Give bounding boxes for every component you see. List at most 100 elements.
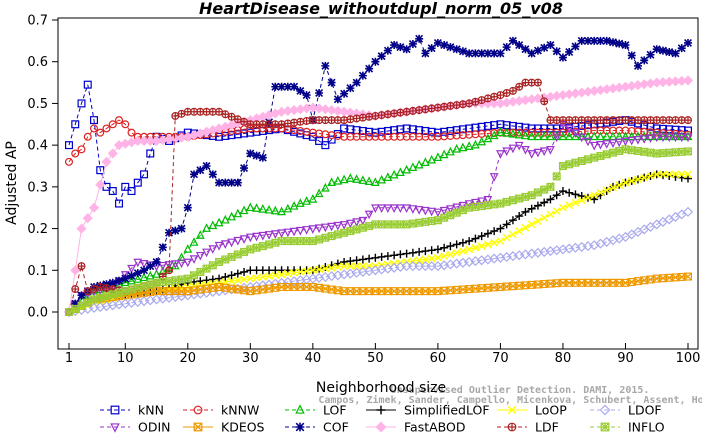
point-ldof — [682, 206, 694, 217]
point-simplifiedlof — [227, 271, 236, 280]
point-odin — [270, 230, 280, 239]
point-simplifiedlof — [202, 276, 211, 285]
point-cof — [233, 178, 242, 187]
legend-marker-loop — [507, 405, 517, 415]
point-loop — [233, 276, 242, 285]
point-ldf — [515, 82, 524, 91]
legend-item-cof: COF — [285, 420, 349, 435]
point-ldf — [71, 285, 80, 294]
legend-item-odin: ODIN — [100, 420, 171, 435]
point-odin — [396, 204, 405, 214]
point-odin — [596, 140, 605, 150]
point-knn — [315, 136, 324, 145]
point-lof — [571, 131, 580, 141]
point-cof — [458, 47, 467, 56]
series-odin — [64, 120, 693, 318]
point-loop — [277, 270, 286, 279]
point-loop — [646, 172, 655, 180]
point-simplifiedlof — [552, 191, 561, 200]
point-lof — [433, 152, 443, 161]
point-loop — [515, 227, 524, 235]
point-odin — [683, 133, 693, 143]
point-knn — [115, 199, 124, 208]
point-loop — [246, 274, 255, 283]
point-loop — [227, 277, 236, 286]
legend-marker-inflo — [600, 422, 610, 432]
legend-marker-ldof — [599, 404, 611, 416]
point-lof — [120, 277, 130, 287]
point-odin — [177, 259, 186, 269]
point-lof — [345, 173, 355, 182]
point-cof — [590, 36, 599, 45]
point-loop — [684, 170, 692, 179]
point-loop — [252, 273, 261, 282]
point-loop — [346, 262, 355, 271]
point-odin — [277, 229, 286, 239]
point-cof — [596, 36, 605, 45]
point-odin — [358, 216, 368, 226]
point-lof — [471, 139, 480, 149]
point-cof — [684, 38, 692, 47]
point-loop — [340, 262, 349, 271]
point-cof — [646, 50, 655, 59]
point-lof — [133, 274, 143, 283]
point-loop — [240, 275, 248, 284]
point-lof — [383, 172, 393, 181]
point-odin — [527, 150, 537, 159]
point-odin — [677, 133, 687, 143]
point-odin — [414, 206, 424, 215]
legend-item-ldf: LDF — [497, 420, 559, 435]
point-odin — [483, 196, 493, 205]
point-lof — [139, 272, 149, 282]
point-cof — [358, 71, 367, 80]
point-simplifiedlof — [527, 204, 536, 213]
point-cof — [396, 43, 405, 52]
point-lof — [439, 149, 449, 159]
point-simplifiedlof — [565, 188, 574, 197]
point-cof — [215, 178, 224, 187]
point-cof — [490, 49, 499, 58]
point-loop — [565, 201, 574, 210]
point-loop — [552, 207, 561, 215]
point-odin — [264, 231, 274, 240]
point-odin — [546, 145, 555, 155]
point-cof — [246, 149, 255, 158]
point-lof — [502, 128, 512, 137]
point-odin — [377, 204, 387, 214]
point-cof — [465, 49, 474, 58]
point-odin — [208, 245, 218, 254]
point-lof — [452, 143, 462, 153]
point-odin — [120, 271, 130, 280]
point-loop — [271, 271, 280, 280]
point-ldf — [96, 282, 105, 291]
point-lof — [489, 130, 499, 140]
point-knnw — [96, 128, 105, 137]
point-knn — [71, 120, 80, 129]
point-cof — [315, 89, 324, 97]
point-lof — [333, 175, 343, 185]
point-odin — [639, 135, 649, 144]
point-fastabod — [339, 106, 350, 117]
point-cof — [415, 34, 424, 43]
point-fastabod — [326, 105, 337, 116]
point-loop — [452, 248, 461, 257]
point-odin — [202, 248, 211, 258]
point-cof — [483, 49, 492, 58]
point-simplifiedlof — [421, 247, 430, 256]
point-knn — [127, 187, 136, 196]
point-lof — [496, 127, 505, 136]
point-lof — [214, 217, 224, 227]
x-tick-label: 1 — [65, 351, 73, 366]
x-tick-label: 100 — [676, 351, 701, 366]
legend-label: LDF — [535, 420, 559, 435]
y-tick-label: 0.6 — [27, 55, 48, 70]
point-odin — [633, 135, 643, 145]
point-knn — [108, 187, 117, 196]
point-lof — [414, 159, 424, 169]
x-tick-label: 90 — [617, 351, 634, 366]
point-cof — [477, 49, 486, 58]
point-lof — [202, 223, 211, 232]
point-simplifiedlof — [508, 216, 517, 225]
point-simplifiedlof — [221, 272, 230, 281]
point-odin — [295, 226, 305, 236]
